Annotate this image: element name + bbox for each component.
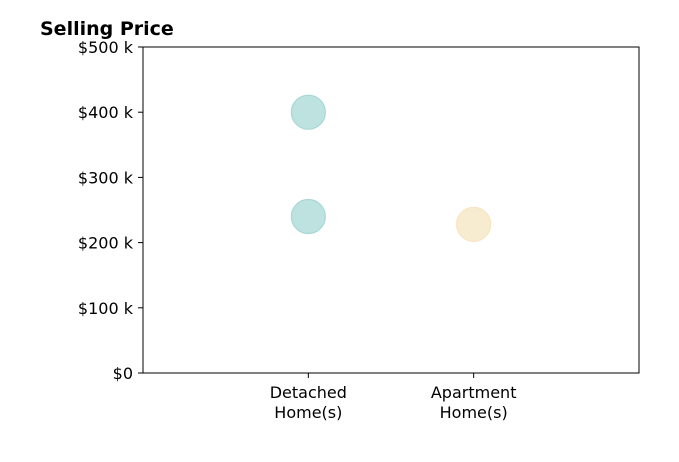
plot-frame: [142, 46, 640, 374]
y-tick-label: $300 k: [78, 168, 134, 187]
chart-title: Selling Price: [40, 18, 174, 40]
data-point: [290, 94, 326, 130]
plot-area: $0 $100 k $200 k $300 k $400 k $500 k Detached…: [78, 38, 640, 422]
data-point: [290, 198, 326, 235]
y-tick-label: $400 k: [78, 103, 134, 122]
y-tick-label: $100 k: [78, 299, 134, 318]
data-point: [456, 206, 492, 242]
x-tick-label: Detached Home(s): [270, 383, 347, 422]
y-tick-label: $200 k: [78, 234, 134, 253]
y-tick-label: $500 k: [78, 38, 134, 57]
y-tick-label: $0: [113, 364, 133, 383]
x-tick-label: Apartment Home(s): [431, 383, 517, 422]
